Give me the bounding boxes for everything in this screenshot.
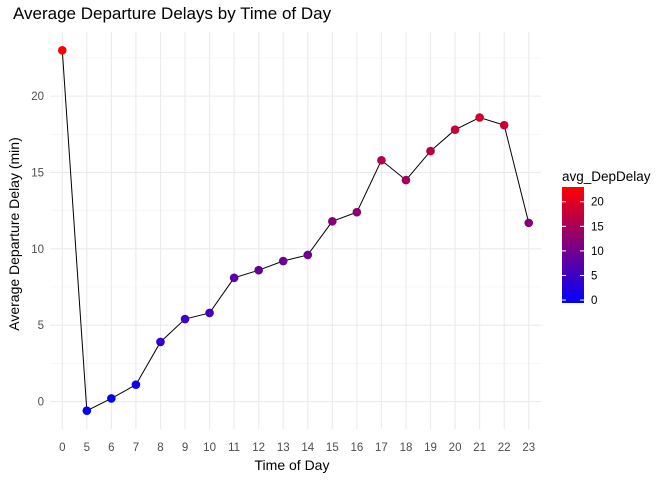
data-point	[278, 256, 288, 266]
data-point	[328, 217, 337, 226]
x-tick-label: 20	[449, 442, 462, 454]
data-point	[156, 337, 165, 347]
x-tick-label: 15	[326, 442, 339, 454]
x-axis-label-text: Time of Day	[254, 457, 330, 473]
legend-colorbar	[562, 187, 584, 303]
color-legend: avg_DepDelay 0 5 10 15 20	[562, 169, 651, 307]
data-point	[377, 155, 386, 165]
x-tick-label: 21	[473, 442, 486, 454]
data-point	[524, 218, 534, 228]
data-point	[352, 207, 362, 217]
grid-lines	[50, 32, 541, 429]
x-tick-label: 17	[375, 442, 388, 454]
data-point	[303, 250, 313, 260]
data-point	[426, 146, 435, 156]
x-tick-label: 14	[301, 442, 314, 454]
x-tick-label: 19	[424, 442, 437, 454]
data-point	[107, 394, 116, 403]
series-path	[61, 50, 530, 412]
legend-tick-label: 15	[591, 221, 604, 233]
x-tick-labels: 0 5 6 7 8 9 10 11 12 13 14 15 16 17 18 19 20 21 22 23	[59, 442, 535, 454]
data-point	[401, 175, 411, 185]
data-point	[229, 273, 239, 283]
data-points	[57, 46, 534, 415]
legend-tick-label: 5	[591, 270, 597, 282]
data-point	[205, 308, 214, 318]
x-tick-label: 10	[203, 442, 216, 454]
y-tick-label: 15	[31, 167, 44, 179]
data-point	[450, 125, 460, 135]
data-point	[57, 46, 67, 55]
data-point	[82, 406, 92, 415]
data-point	[131, 380, 141, 390]
x-tick-label: 8	[157, 442, 163, 454]
y-tick-labels: 0 5 10 15 20	[31, 91, 44, 408]
data-point	[475, 113, 484, 122]
x-tick-label: 12	[252, 442, 265, 454]
x-tick-label: 13	[277, 442, 290, 454]
x-tick-label: 16	[350, 442, 363, 454]
chart-title: Average Departure Delays by Time of Day	[13, 4, 332, 23]
data-point	[180, 314, 190, 324]
x-tick-label: 23	[522, 442, 535, 454]
y-tick-label: 5	[38, 320, 44, 332]
x-tick-label: 18	[400, 442, 413, 454]
x-tick-label: 22	[498, 442, 511, 454]
legend-tick-label: 20	[591, 197, 604, 209]
y-tick-label: 20	[31, 91, 44, 103]
legend-tick-label: 0	[591, 295, 597, 307]
x-tick-label: 6	[108, 442, 114, 454]
x-tick-label: 7	[133, 442, 139, 454]
data-point	[499, 120, 509, 130]
legend-tick-label: 10	[591, 246, 604, 258]
y-tick-label: 10	[31, 244, 44, 256]
x-tick-label: 5	[84, 442, 90, 454]
y-tick-label: 0	[38, 397, 44, 409]
legend-title: avg_DepDelay	[562, 169, 651, 184]
y-axis-label: Average Departure Delay (min)	[6, 137, 22, 331]
data-point	[254, 265, 263, 275]
legend-ticks: 0 5 10 15 20	[562, 197, 604, 307]
series-line	[61, 50, 530, 412]
x-tick-label: 9	[182, 442, 188, 454]
x-tick-label: 0	[59, 442, 65, 454]
x-tick-label: 11	[228, 442, 240, 454]
